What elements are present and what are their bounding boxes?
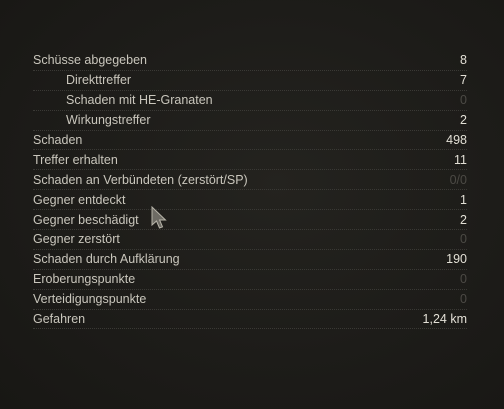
stat-value: 0 xyxy=(460,93,467,108)
stat-label: Schüsse abgegeben xyxy=(33,53,147,68)
stat-label: Direkttreffer xyxy=(66,73,132,88)
stat-value: 2 xyxy=(460,113,467,128)
stat-row-penetrations: Wirkungstreffer 2 xyxy=(33,111,467,131)
stat-label: Gefahren xyxy=(33,312,86,327)
stat-label: Gegner entdeckt xyxy=(33,192,126,207)
stat-value: 0/0 xyxy=(449,172,467,187)
stat-row-damage: Schaden 498 xyxy=(33,131,467,151)
stat-label: Schaden xyxy=(33,133,83,147)
stat-row-he-damage: Schaden mit HE-Granaten 0 xyxy=(33,91,467,111)
stat-value: 11 xyxy=(454,152,467,167)
stat-label: Schaden durch Aufklärung xyxy=(33,252,180,267)
mouse-pointer-icon xyxy=(151,206,167,229)
stat-value: 0 xyxy=(460,292,467,307)
stat-value: 8 xyxy=(460,53,467,68)
stat-label: Treffer erhalten xyxy=(33,152,118,167)
stat-label: Gegner zerstört xyxy=(33,232,120,247)
stat-row-ally-damage: Schaden an Verbündeten (zerstört/SP) 0/0 xyxy=(33,170,467,191)
stat-row-direct-hits: Direkttreffer 7 xyxy=(33,71,467,91)
stat-value: 0 xyxy=(460,232,467,247)
stat-row-defense-points: Verteidigungspunkte 0 xyxy=(33,290,467,310)
stat-row-spotting-damage: Schaden durch Aufklärung 190 xyxy=(33,250,467,270)
stat-value: 498 xyxy=(446,133,467,147)
stat-label: Gegner beschädigt xyxy=(33,212,139,227)
stat-row-hits-received: Treffer erhalten 11 xyxy=(33,150,467,171)
stat-label: Verteidigungspunkte xyxy=(33,292,147,307)
stat-row-enemies-spotted: Gegner entdeckt 1 xyxy=(33,190,467,211)
stat-value: 0 xyxy=(460,272,467,287)
stat-row-distance-driven: Gefahren 1,24 km xyxy=(33,310,467,330)
stats-list: Schüsse abgegeben 8 Direkttreffer 7 Scha… xyxy=(33,51,467,330)
stat-label: Schaden an Verbündeten (zerstört/SP) xyxy=(33,172,248,187)
stat-label: Wirkungstreffer xyxy=(66,113,151,128)
stat-value: 7 xyxy=(460,73,467,88)
stat-value: 1,24 km xyxy=(422,312,467,327)
stat-label: Schaden mit HE-Granaten xyxy=(66,93,213,108)
stat-row-enemies-destroyed: Gegner zerstört 0 xyxy=(33,230,467,250)
stat-row-enemies-damaged: Gegner beschädigt 2 xyxy=(33,210,467,231)
stat-value: 2 xyxy=(460,212,467,227)
stat-value: 190 xyxy=(446,252,467,267)
stat-row-capture-points: Eroberungspunkte 0 xyxy=(33,270,467,290)
stat-row-shots-fired: Schüsse abgegeben 8 xyxy=(33,51,467,71)
stat-label: Eroberungspunkte xyxy=(33,272,136,287)
stat-value: 1 xyxy=(460,192,467,207)
